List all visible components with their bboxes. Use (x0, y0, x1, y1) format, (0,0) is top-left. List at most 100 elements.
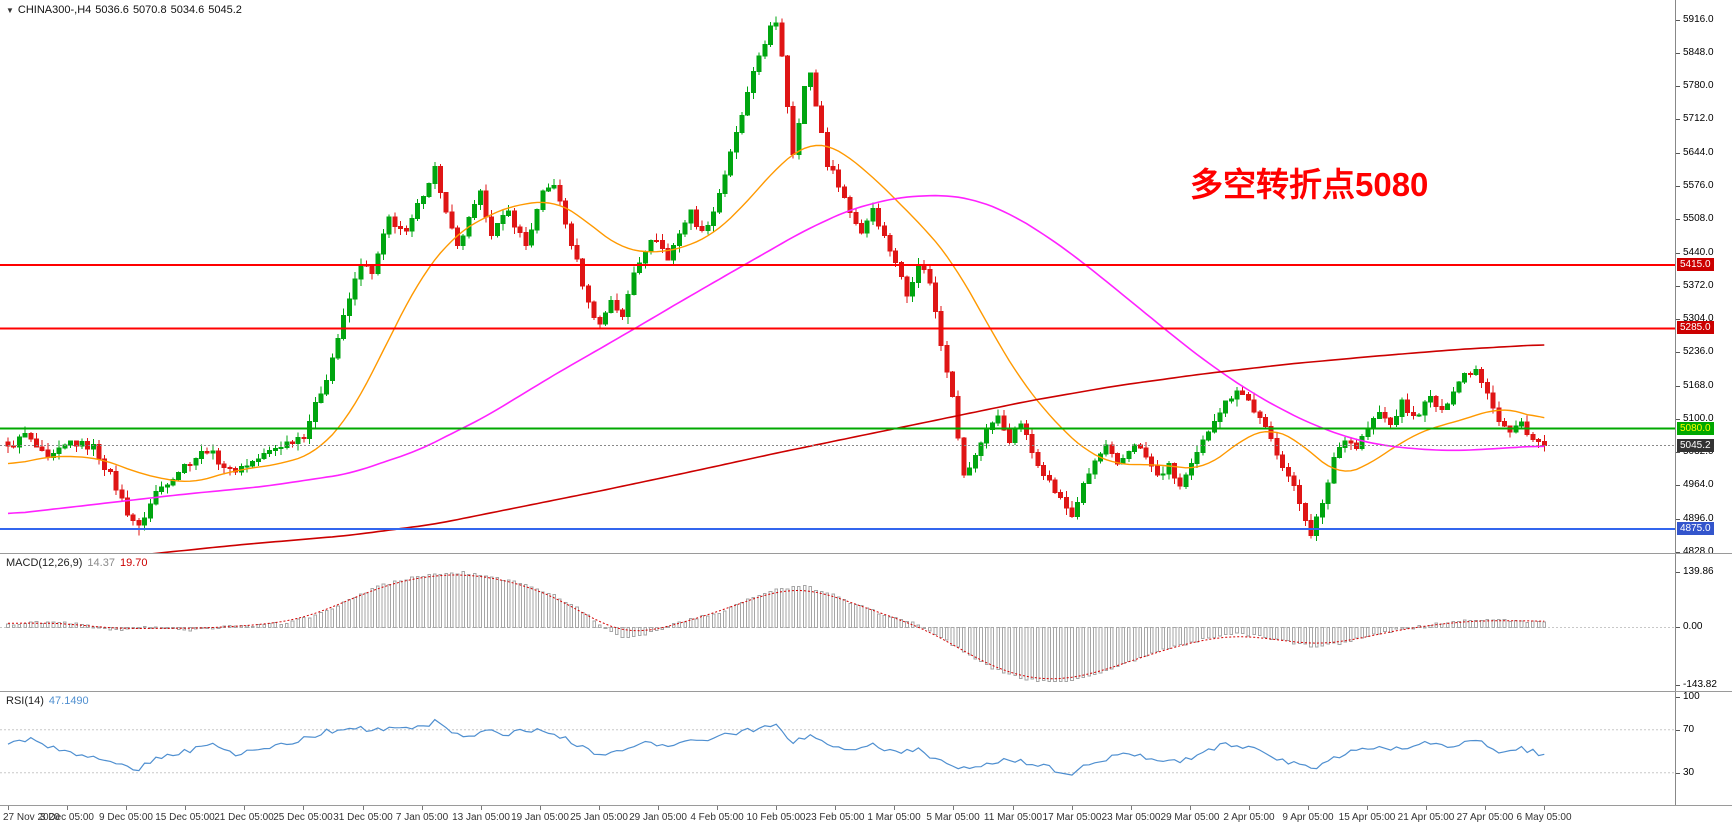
time-axis-tick (953, 806, 954, 810)
time-axis-tick (776, 806, 777, 810)
time-axis-tick (894, 806, 895, 810)
time-axis-label: 29 Mar 05:00 (1160, 812, 1220, 823)
time-axis-tick (1249, 806, 1250, 810)
macd-axis[interactable]: 139.86 0.00 -143.82 (1675, 554, 1732, 691)
time-axis-label: 4 Feb 05:00 (690, 812, 744, 823)
price-axis[interactable]: 5916.0 5848.0 5780.0 5712.0 5644.0 5576.0 5508… (1675, 0, 1732, 557)
time-axis-label: 21 Dec 05:00 (214, 812, 274, 823)
macd-axis-tick (1676, 685, 1680, 686)
time-axis[interactable]: 27 Nov 2020 3 Dec 05:00 9 Dec 05:00 15 Dec … (0, 806, 1732, 832)
price-axis-label: 5576.0 (1683, 180, 1714, 191)
macd-panel[interactable]: MACD(12,26,9) 14.37 19.70 (0, 554, 1675, 691)
price-axis-tick (1676, 319, 1680, 320)
ma-slow-red (152, 344, 1545, 553)
price-badge-5045.2: 5045.2 (1677, 439, 1714, 452)
price-axis-label: 5916.0 (1683, 14, 1714, 25)
price-axis-tick (1676, 20, 1680, 21)
macd-signal-line (7, 574, 1545, 680)
price-axis-tick (1676, 53, 1680, 54)
price-axis-label: 5304.0 (1683, 313, 1714, 324)
time-axis-tick (126, 806, 127, 810)
time-axis-tick (8, 806, 9, 810)
time-axis-label: 25 Jan 05:00 (570, 812, 628, 823)
price-badge-5415.0: 5415.0 (1677, 258, 1714, 271)
time-axis-label: 2 Apr 05:00 (1223, 812, 1275, 823)
ohlc-low: 5034.6 (170, 4, 205, 16)
price-axis-label: 5100.0 (1683, 413, 1714, 424)
macd-chart[interactable] (0, 554, 1675, 691)
time-axis-label: 7 Jan 05:00 (395, 812, 449, 823)
time-axis-tick (303, 806, 304, 810)
ohlc-high: 5070.8 (132, 4, 167, 16)
rsi-line (7, 718, 1545, 776)
price-axis-tick (1676, 153, 1680, 154)
price-axis-label: 5236.0 (1683, 346, 1714, 357)
time-axis-label: 6 May 05:00 (1516, 812, 1572, 823)
time-axis-tick (422, 806, 423, 810)
price-chart-area[interactable]: ▼ CHINA300-,H4 5036.6 5070.8 5034.6 5045.2 多空… (0, 0, 1675, 553)
price-axis-label: 5780.0 (1683, 80, 1714, 91)
time-axis-label: 9 Apr 05:00 (1282, 812, 1334, 823)
price-badge-4875.0: 4875.0 (1677, 522, 1714, 535)
time-axis-label: 23 Feb 05:00 (805, 812, 865, 823)
price-axis-label: 4896.0 (1683, 513, 1714, 524)
macd-axis-tick (1676, 627, 1680, 628)
panel-divider (0, 691, 1732, 692)
price-axis-label: 5440.0 (1683, 247, 1714, 258)
time-axis-tick (1190, 806, 1191, 810)
candles-layer (5, 16, 1547, 541)
price-axis-tick (1676, 485, 1680, 486)
rsi-axis-tick (1676, 773, 1680, 774)
time-axis-label: 29 Jan 05:00 (629, 812, 687, 823)
macd-axis-label: 0.00 (1683, 621, 1703, 632)
time-axis-tick (1544, 806, 1545, 810)
time-axis-tick (1426, 806, 1427, 810)
macd-axis-tick (1676, 572, 1680, 573)
time-axis-label: 27 Apr 05:00 (1456, 812, 1514, 823)
time-axis-label: 15 Apr 05:00 (1338, 812, 1396, 823)
panel-divider (0, 553, 1732, 554)
symbol-period-label: CHINA300-,H4 (17, 4, 92, 16)
rsi-title: RSI(14) (6, 695, 44, 707)
candlestick-chart[interactable] (0, 0, 1675, 553)
rsi-value: 47.1490 (48, 695, 89, 707)
price-badge-5080.0: 5080.0 (1677, 422, 1714, 435)
time-axis-tick (1367, 806, 1368, 810)
time-axis-tick (658, 806, 659, 810)
price-axis-tick (1676, 352, 1680, 353)
time-axis-tick (1308, 806, 1309, 810)
price-axis-label: 5168.0 (1683, 380, 1714, 391)
annotation-text[interactable]: 多空转折点5080 (1190, 166, 1429, 203)
rsi-axis[interactable]: 100 70 30 (1675, 691, 1732, 805)
price-axis-tick (1676, 452, 1680, 453)
panel-divider (0, 805, 1732, 806)
time-axis-label: 10 Feb 05:00 (746, 812, 806, 823)
price-axis-tick (1676, 86, 1680, 87)
price-axis-tick (1676, 552, 1680, 553)
time-axis-label: 23 Mar 05:00 (1101, 812, 1161, 823)
time-axis-label: 27 Nov 2020 (3, 812, 60, 823)
time-axis-label: 11 Mar 05:00 (983, 812, 1043, 823)
ma-fast-orange (7, 144, 1545, 483)
rsi-panel[interactable]: RSI(14) 47.1490 (0, 692, 1675, 805)
price-axis-label: 4964.0 (1683, 479, 1714, 490)
time-axis-label: 9 Dec 05:00 (99, 812, 153, 823)
ma-mid-magenta (7, 194, 1545, 515)
time-axis-tick (67, 806, 68, 810)
price-axis-label: 4828.0 (1683, 546, 1714, 557)
price-axis-tick (1676, 119, 1680, 120)
time-axis-label: 25 Dec 05:00 (273, 812, 333, 823)
ohlc-open: 5036.6 (95, 4, 129, 16)
rsi-chart[interactable] (0, 692, 1675, 805)
symbol-dropdown-icon[interactable]: ▼ (6, 6, 14, 15)
rsi-axis-tick (1676, 697, 1680, 698)
chart-header: ▼ CHINA300-,H4 5036.6 5070.8 5034.6 5045.2 (6, 4, 246, 16)
price-axis-tick (1676, 219, 1680, 220)
macd-label: MACD(12,26,9) 14.37 19.70 (6, 557, 152, 569)
price-axis-label: 5372.0 (1683, 280, 1714, 291)
time-axis-label: 1 Mar 05:00 (867, 812, 921, 823)
macd-signal-value: 19.70 (119, 557, 148, 569)
time-axis-tick (1131, 806, 1132, 810)
time-axis-label: 17 Mar 05:00 (1042, 812, 1102, 823)
